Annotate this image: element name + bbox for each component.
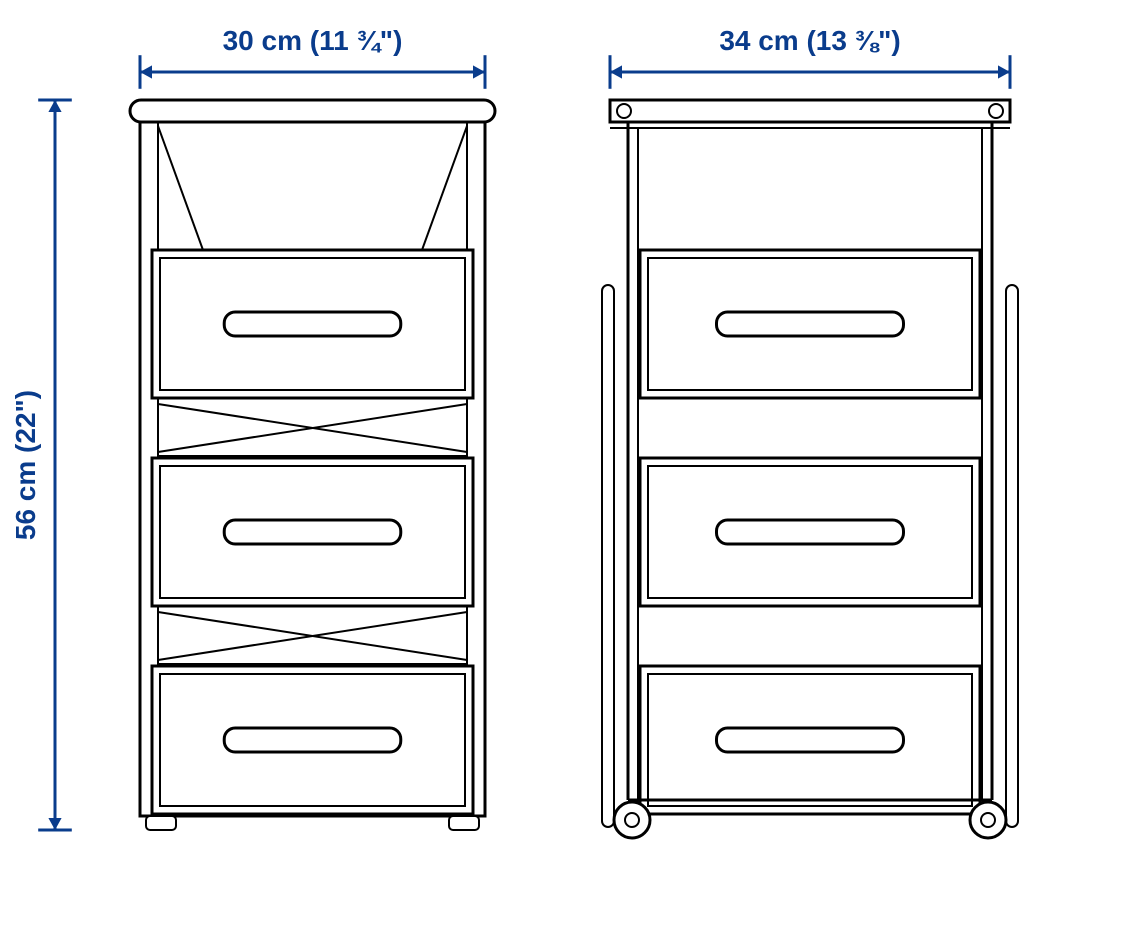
dimension-label: 30 cm (11 ¾") xyxy=(223,25,403,56)
dimension-label: 34 cm (13 ⅜") xyxy=(719,25,900,56)
caster-wheel xyxy=(970,802,1006,838)
side-elevation xyxy=(602,100,1018,838)
dimension-label: 56 cm (22") xyxy=(10,390,41,540)
caster-wheel xyxy=(614,802,650,838)
front-elevation xyxy=(130,100,495,830)
